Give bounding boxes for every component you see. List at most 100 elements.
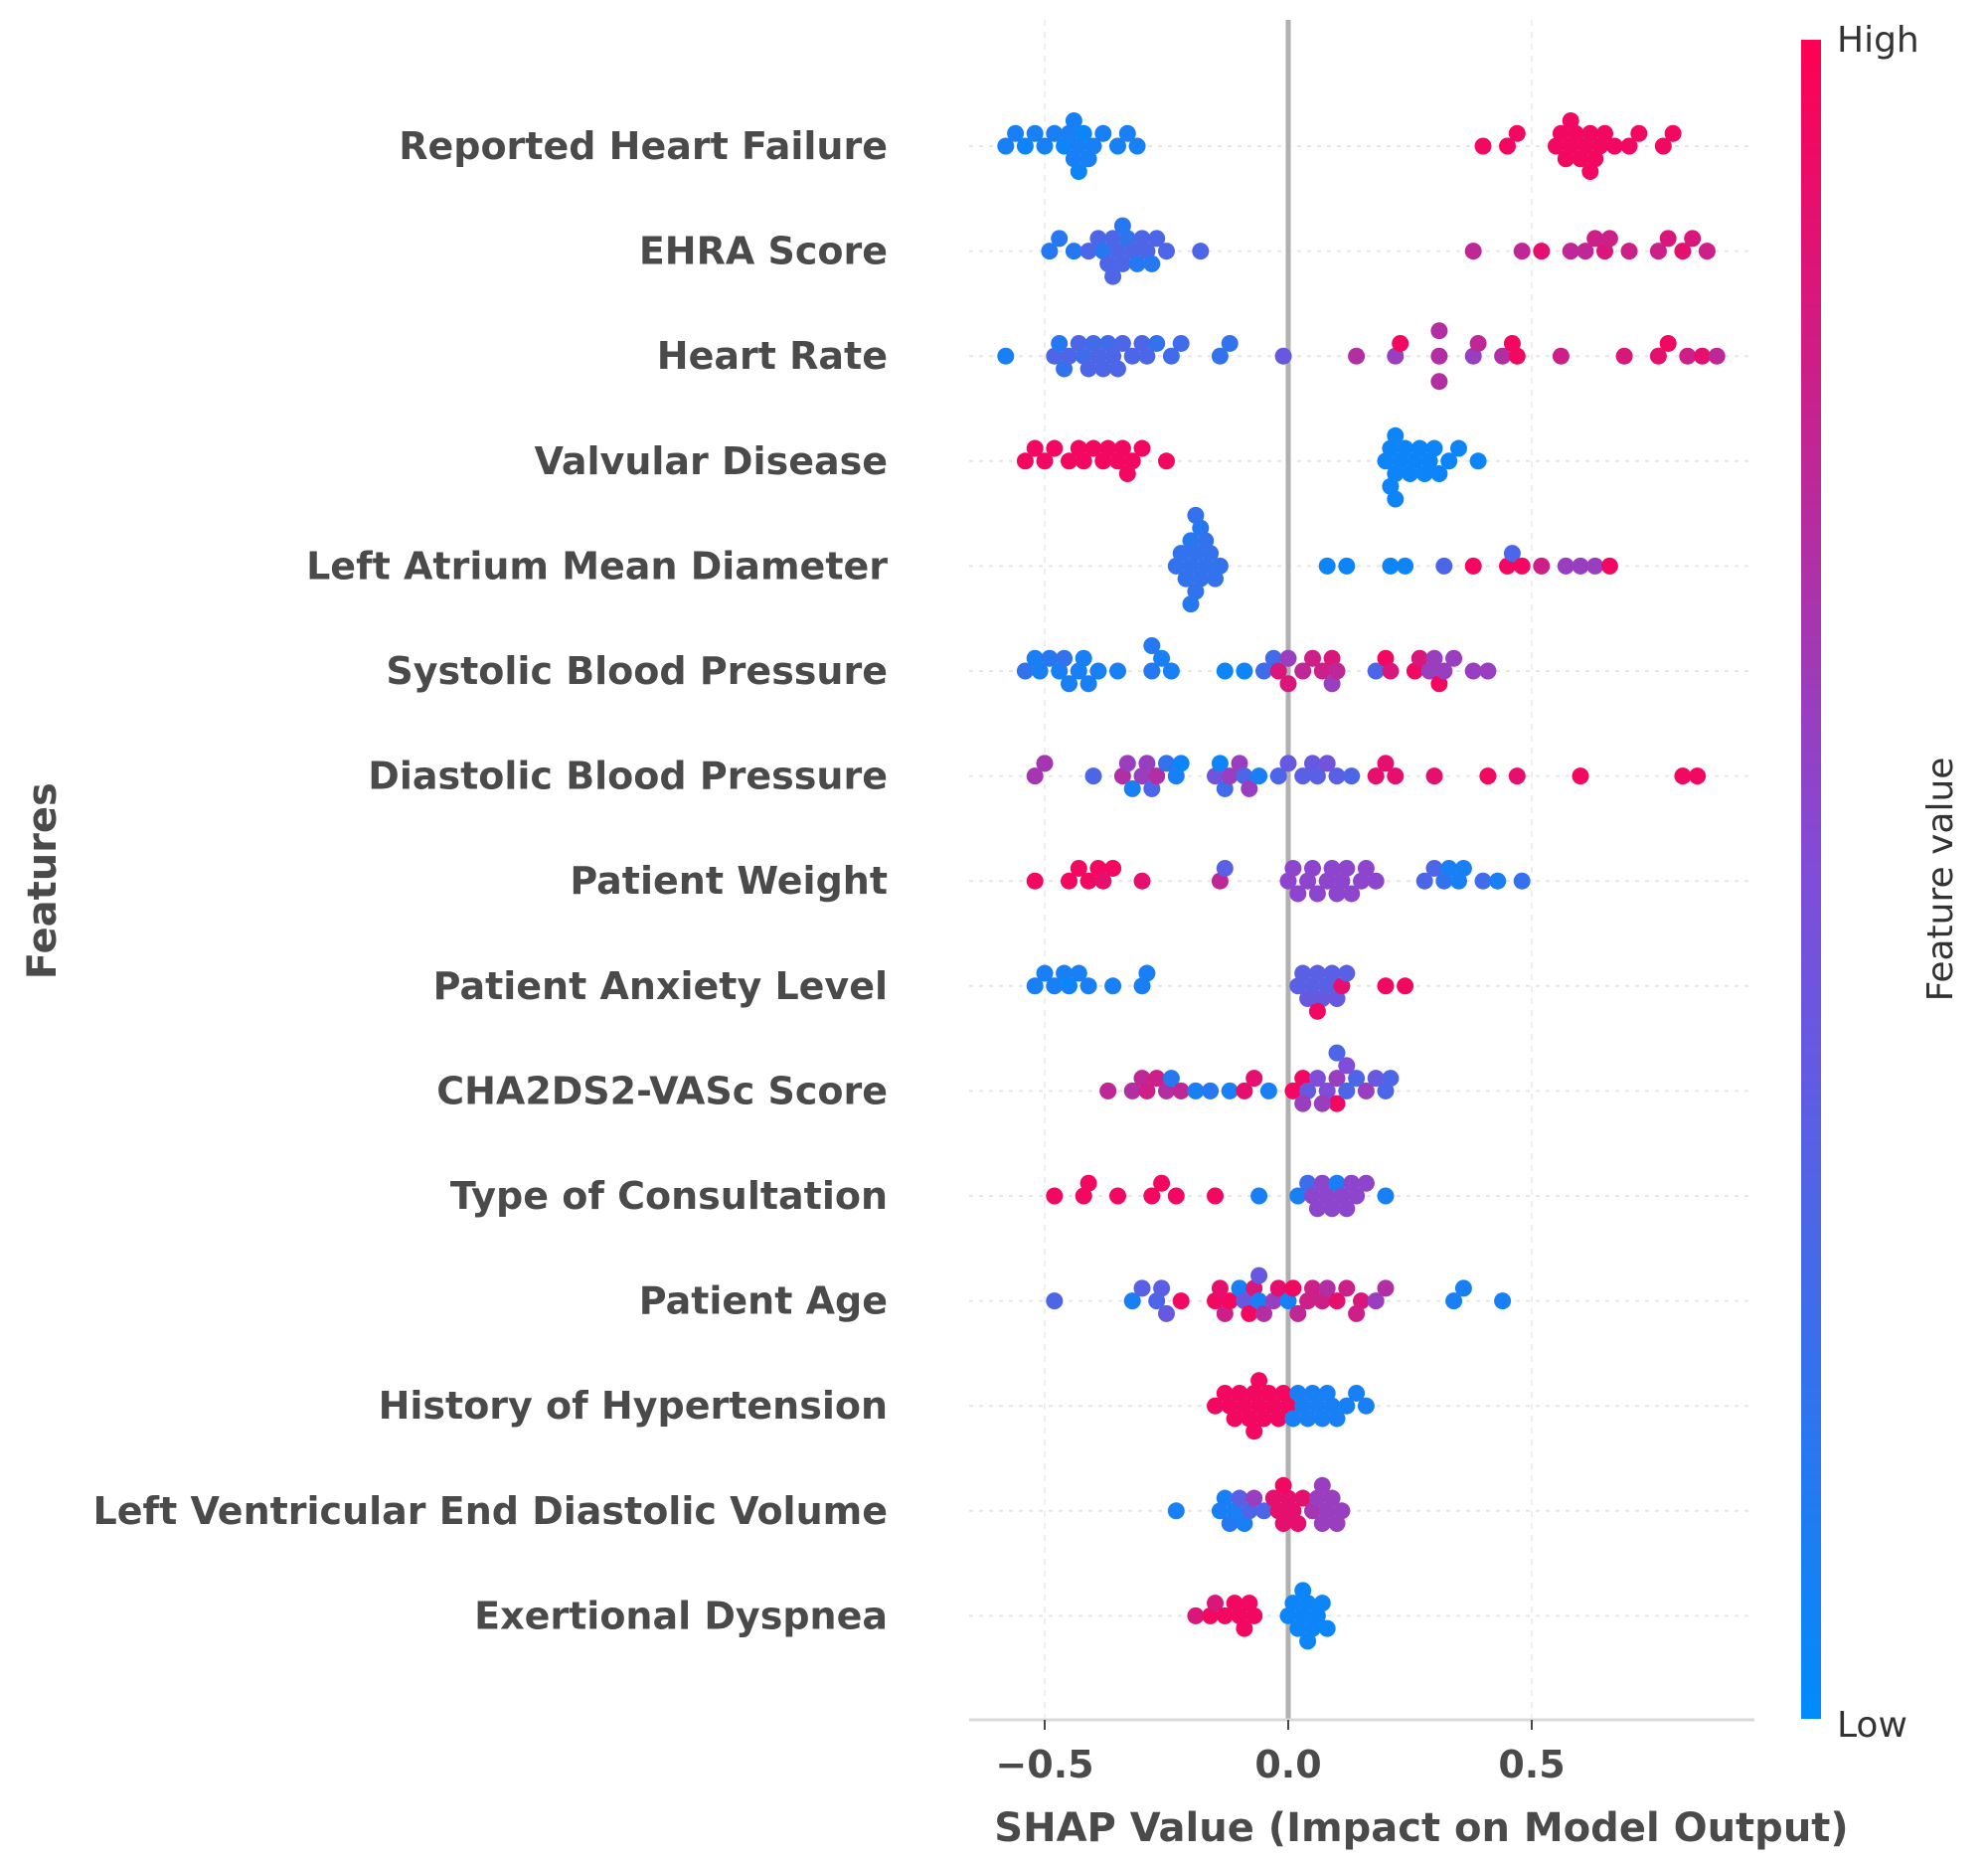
shap-point xyxy=(1308,1489,1326,1507)
shap-point xyxy=(1245,1279,1263,1297)
shap-point xyxy=(1454,859,1472,877)
shap-point xyxy=(1557,557,1574,575)
shap-point xyxy=(1255,1502,1272,1520)
shap-point xyxy=(1572,767,1589,785)
shap-point xyxy=(1440,859,1458,877)
shap-point xyxy=(1192,243,1210,260)
shap-point xyxy=(1508,124,1526,142)
shap-point xyxy=(1153,649,1171,667)
shap-point xyxy=(1061,124,1077,142)
feature-label: Diastolic Blood Pressure xyxy=(368,755,888,798)
shap-point xyxy=(1450,439,1467,457)
shap-point xyxy=(1226,1502,1243,1520)
shap-point xyxy=(1079,150,1097,168)
shap-point xyxy=(1328,1174,1346,1192)
shap-point xyxy=(1197,557,1215,575)
shap-point xyxy=(1109,243,1126,260)
shap-point xyxy=(1046,347,1064,365)
feature-label: Left Ventricular End Diastolic Volume xyxy=(93,1489,888,1533)
shap-point xyxy=(1056,137,1074,155)
shap-point xyxy=(1187,1607,1205,1624)
shap-point xyxy=(1167,1187,1185,1205)
shap-point xyxy=(1338,557,1356,575)
shap-point xyxy=(1494,347,1512,365)
shap-point xyxy=(1304,1279,1321,1297)
shap-point xyxy=(1313,1095,1331,1112)
shap-point xyxy=(1435,557,1453,575)
shap-point xyxy=(1167,767,1185,785)
shap-point xyxy=(1708,347,1726,365)
shap-point xyxy=(1548,137,1565,155)
shap-point xyxy=(1231,1489,1248,1507)
shap-point xyxy=(1123,1082,1141,1100)
shap-point xyxy=(1659,334,1677,352)
y-axis-title: Features xyxy=(20,782,66,979)
shap-point xyxy=(1308,1397,1326,1415)
feature-label: Valvular Disease xyxy=(535,439,888,483)
feature-label: CHA2DS2-VASc Score xyxy=(436,1069,888,1112)
shap-point xyxy=(1075,649,1092,667)
shap-point xyxy=(1138,347,1156,365)
shap-point xyxy=(1133,767,1151,785)
shap-point xyxy=(1079,675,1097,693)
shap-point xyxy=(1128,137,1146,155)
shap-point xyxy=(1445,1292,1463,1310)
shap-point xyxy=(1562,112,1579,129)
shap-point xyxy=(1343,1174,1361,1192)
shap-point xyxy=(1269,662,1287,680)
shap-point xyxy=(1581,124,1599,142)
shap-point xyxy=(1503,334,1521,352)
feature-label: Patient Weight xyxy=(570,859,888,903)
shap-point xyxy=(1343,885,1361,903)
shap-point xyxy=(1450,872,1467,890)
shap-point xyxy=(1133,1279,1151,1297)
shap-point xyxy=(1338,964,1356,982)
shap-point xyxy=(1299,1174,1317,1192)
shap-point xyxy=(1061,675,1077,693)
shap-point xyxy=(1338,1279,1356,1297)
shap-point xyxy=(1133,230,1151,248)
shap-point xyxy=(1264,649,1282,667)
shap-point xyxy=(1172,334,1190,352)
shap-point xyxy=(1338,1200,1356,1218)
shap-point xyxy=(1143,662,1161,680)
shap-point xyxy=(1308,1607,1326,1624)
shap-point xyxy=(1397,977,1414,995)
shap-point xyxy=(1084,137,1102,155)
shap-point xyxy=(1387,465,1405,483)
shap-point xyxy=(1079,243,1097,260)
shap-point xyxy=(1041,243,1059,260)
shap-point xyxy=(1061,872,1077,890)
shap-point xyxy=(1357,1174,1375,1192)
shap-point xyxy=(1187,1082,1205,1100)
shap-point xyxy=(1382,439,1400,457)
shap-point xyxy=(1328,885,1346,903)
shap-point xyxy=(1148,230,1166,248)
shap-point xyxy=(1221,1515,1239,1533)
shap-point xyxy=(1094,360,1112,378)
shap-point xyxy=(1177,570,1195,588)
shap-point xyxy=(1143,779,1161,797)
shap-point xyxy=(1172,1292,1190,1310)
shap-point xyxy=(1289,1304,1307,1322)
shap-point xyxy=(1313,1476,1331,1494)
shap-point xyxy=(1294,964,1312,982)
shap-point xyxy=(1299,1292,1317,1310)
shap-point xyxy=(1211,347,1229,365)
shap-point xyxy=(1138,243,1156,260)
shap-point xyxy=(1328,662,1346,680)
shap-point xyxy=(1182,557,1200,575)
shap-point xyxy=(1016,662,1034,680)
shap-point xyxy=(1294,1095,1312,1112)
shap-point xyxy=(1377,1279,1395,1297)
shap-point xyxy=(1323,964,1341,982)
shap-point xyxy=(1245,1607,1263,1624)
shap-point xyxy=(1162,662,1180,680)
shap-point xyxy=(1494,1292,1512,1310)
shap-point xyxy=(1674,767,1692,785)
shap-point xyxy=(1308,767,1326,785)
shap-point xyxy=(1167,557,1185,575)
shap-point xyxy=(1279,872,1297,890)
shap-point xyxy=(1600,230,1618,248)
